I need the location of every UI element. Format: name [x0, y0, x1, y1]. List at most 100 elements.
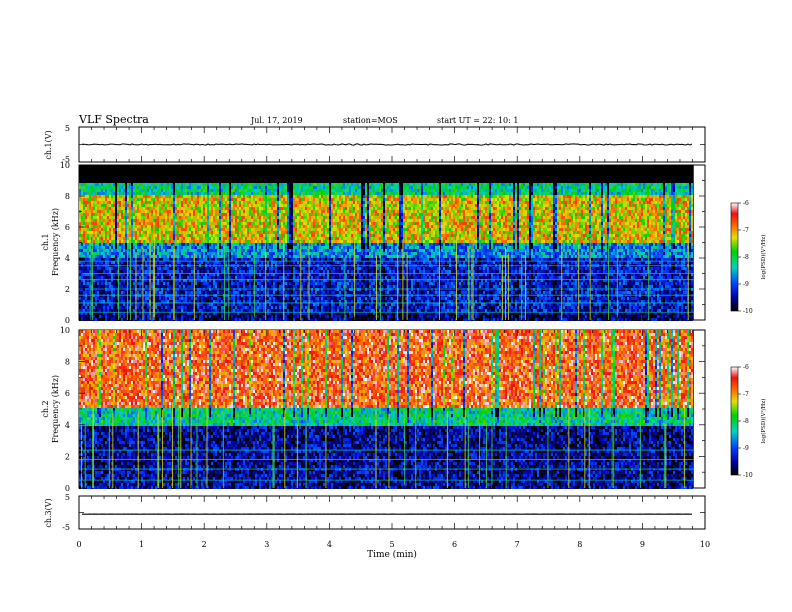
spectrogram-cell: [113, 282, 115, 285]
spectrogram-cell: [81, 237, 83, 240]
spectrogram-cell: [95, 216, 97, 219]
spectrogram-cell: [181, 246, 183, 249]
spectrogram-cell: [175, 246, 177, 249]
spectrogram-cell: [119, 306, 121, 309]
spectrogram-cell: [225, 186, 227, 189]
spectrogram-cell: [203, 189, 205, 192]
spectrogram-cell: [151, 165, 153, 168]
spectrogram-cell: [189, 246, 191, 249]
spectrogram-cell: [89, 192, 91, 195]
spectrogram-cell: [95, 291, 97, 294]
spectrogram-cell: [101, 219, 103, 222]
spectrogram-cell: [163, 207, 165, 210]
spectrogram-cell: [203, 288, 205, 291]
spectrogram-cell: [199, 249, 201, 252]
spectrogram-cell: [135, 177, 137, 180]
spectrogram-cell: [211, 243, 213, 246]
spectrogram-cell: [153, 216, 155, 219]
spectrogram-cell: [163, 309, 165, 312]
spectrogram-cell: [115, 249, 117, 252]
spectrogram-cell: [159, 207, 161, 210]
spectrogram-cell: [109, 183, 111, 186]
spectrogram-cell: [185, 198, 187, 201]
spectrogram-cell: [197, 198, 199, 201]
spectrogram-cell: [229, 207, 231, 210]
spectrogram-cell: [139, 240, 141, 243]
spectrogram-cell: [163, 267, 165, 270]
spectrogram-cell: [127, 207, 129, 210]
spectrogram-cell: [97, 243, 99, 246]
spectrogram-cell: [175, 222, 177, 225]
spectrogram-cell: [99, 216, 101, 219]
spectrogram-cell: [133, 246, 135, 249]
spectrogram-cell: [113, 207, 115, 210]
spectrogram-cell: [145, 318, 147, 321]
spectrogram-cell: [133, 249, 135, 252]
spectrogram-cell: [139, 252, 141, 255]
spectrogram-cell: [227, 201, 229, 204]
spectrogram-cell: [147, 225, 149, 228]
spectrogram-cell: [163, 249, 165, 252]
spectrogram-cell: [225, 216, 227, 219]
spectrogram-cell: [113, 288, 115, 291]
spectrogram-cell: [83, 225, 85, 228]
spectrogram-cell: [165, 207, 167, 210]
spectrogram-cell: [215, 255, 217, 258]
start-time-label: start UT = 22: 10: 1: [437, 116, 518, 125]
spectrogram-cell: [139, 306, 141, 309]
spectrogram-cell: [217, 234, 219, 237]
spectrogram-cell: [119, 252, 121, 255]
spectrogram-cell: [155, 249, 157, 252]
spectrogram-cell: [211, 171, 213, 174]
spectrogram-cell: [165, 183, 167, 186]
spectrogram-cell: [195, 228, 197, 231]
spectrogram-cell: [127, 186, 129, 189]
spectrogram-cell: [195, 189, 197, 192]
spectrogram-cell: [175, 282, 177, 285]
spectrogram-cell: [183, 288, 185, 291]
spectrogram-cell: [103, 219, 105, 222]
spectrogram-cell: [223, 231, 225, 234]
spectrogram-cell: [173, 174, 175, 177]
spectrogram-cell: [153, 171, 155, 174]
spectrogram-cell: [203, 252, 205, 255]
spectrogram-cell: [121, 216, 123, 219]
spectrogram-cell: [175, 237, 177, 240]
spectrogram-cell: [159, 213, 161, 216]
spectrogram-cell: [115, 246, 117, 249]
spectrogram-cell: [169, 306, 171, 309]
spectrogram-cell: [105, 288, 107, 291]
spectrogram-cell: [213, 300, 215, 303]
spectrogram-cell: [89, 225, 91, 228]
spectrogram-cell: [111, 300, 113, 303]
spectrogram-cell: [191, 177, 193, 180]
spectrogram-cell: [129, 201, 131, 204]
spectrogram-cell: [177, 318, 179, 321]
spectrogram-cell: [145, 240, 147, 243]
spectrogram-cell: [111, 183, 113, 186]
spectrogram-cell: [107, 180, 109, 183]
spectrogram-cell: [109, 210, 111, 213]
spectrogram-cell: [89, 237, 91, 240]
spectrogram-cell: [147, 240, 149, 243]
spectrogram-cell: [127, 183, 129, 186]
spectrogram-cell: [79, 231, 81, 234]
spectrogram-cell: [155, 186, 157, 189]
spectrogram-cell: [133, 222, 135, 225]
spectrogram-cell: [165, 258, 167, 261]
spectrogram-cell: [105, 303, 107, 306]
spectrogram-cell: [147, 204, 149, 207]
spectrogram-cell: [151, 303, 153, 306]
spectrogram-cell: [185, 222, 187, 225]
spectrogram-cell: [209, 165, 211, 168]
spectrogram-cell: [199, 237, 201, 240]
spectrogram-cell: [103, 204, 105, 207]
spectrogram-cell: [213, 171, 215, 174]
spectrogram-cell: [107, 216, 109, 219]
spectrogram-cell: [227, 225, 229, 228]
spectrogram-cell: [79, 189, 81, 192]
spectrogram-cell: [205, 252, 207, 255]
spectrogram-cell: [87, 309, 89, 312]
spectrogram-cell: [153, 189, 155, 192]
spectrogram-cell: [95, 201, 97, 204]
